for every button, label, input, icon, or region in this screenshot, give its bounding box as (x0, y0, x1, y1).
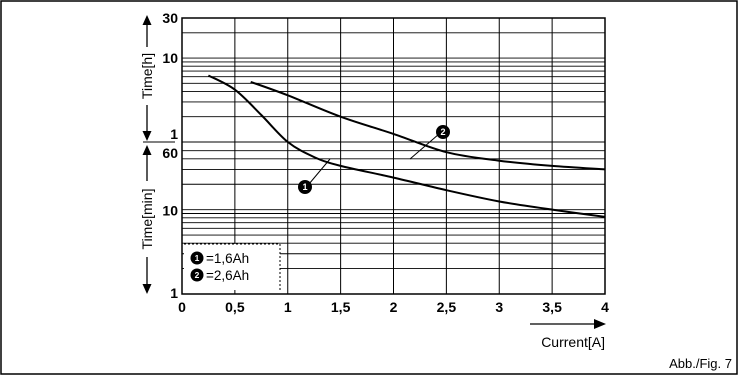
plot-area-border (181, 17, 606, 295)
legend-marker-1: 1 (190, 251, 204, 265)
series-2-marker-number: 2 (440, 127, 445, 137)
y-tick-label-hours: 30 (162, 10, 178, 26)
series-1-line (207, 74, 606, 218)
x-tick-label: 0,5 (225, 299, 245, 315)
series-1-marker: 1 (298, 180, 312, 194)
grid (182, 18, 605, 294)
y-axis-minutes-arrow-head-down (142, 284, 152, 294)
y-tick-label-minutes: 60 (162, 145, 178, 161)
x-axis-label: Current[A] (541, 334, 605, 350)
x-tick-label: 2 (390, 299, 398, 315)
series-1-marker-circle (298, 180, 312, 194)
series-2-line (250, 80, 606, 171)
legend-marker-2-number: 2 (195, 270, 200, 280)
x-tick-label: 0 (178, 299, 186, 315)
y-axis-label-hours: Time[h] (139, 53, 155, 99)
series-2-leader-line (409, 133, 440, 160)
y-axis-minutes-arrow-head-up (142, 145, 152, 155)
axes: 0 0,5 1 1,5 2 2,5 3 3,5 4 Current[A] 30 10 1 60 10 1 Tim… (138, 10, 609, 350)
legend-background (184, 244, 280, 290)
y-tick-label-minutes: 10 (162, 203, 178, 219)
series-layer: 12 (207, 74, 606, 218)
legend-label-1: =1,6Ah (206, 251, 249, 266)
x-tick-label: 2,5 (437, 299, 457, 315)
x-tick-label: 1 (284, 299, 292, 315)
series-1-leader-line (308, 158, 331, 185)
legend-marker-1-number: 1 (195, 253, 200, 263)
y-axis-hours-arrow-head-down (142, 131, 152, 141)
x-axis-arrow-head (594, 319, 606, 329)
y-axis-label-hours-background (138, 47, 156, 105)
legend-marker-2-circle (190, 268, 204, 282)
figure-label: Abb./Fig. 7 (669, 356, 732, 371)
x-tick-label: 4 (601, 299, 609, 315)
legend-marker-1-circle (190, 251, 204, 265)
legend-label-2: =2,6Ah (206, 268, 249, 283)
series-2-marker-circle (436, 125, 450, 139)
y-tick-label-hours: 10 (162, 50, 178, 66)
y-axis-hours-arrow-head-up (142, 15, 152, 25)
legend-marker-2: 2 (190, 268, 204, 282)
legend: 1 =1,6Ah 2 =2,6Ah (184, 243, 281, 290)
series-2-marker: 2 (436, 125, 450, 139)
x-tick-label: 3 (495, 299, 503, 315)
x-tick-label: 1,5 (331, 299, 351, 315)
series-1-marker-number: 1 (302, 182, 307, 192)
y-axis-label-minutes-background (138, 181, 156, 257)
x-tick-label: 3,5 (542, 299, 562, 315)
y-tick-label-hours: 1 (170, 126, 178, 142)
y-tick-label-minutes: 1 (170, 285, 178, 301)
y-axis-label-minutes: Time[min] (139, 189, 155, 250)
